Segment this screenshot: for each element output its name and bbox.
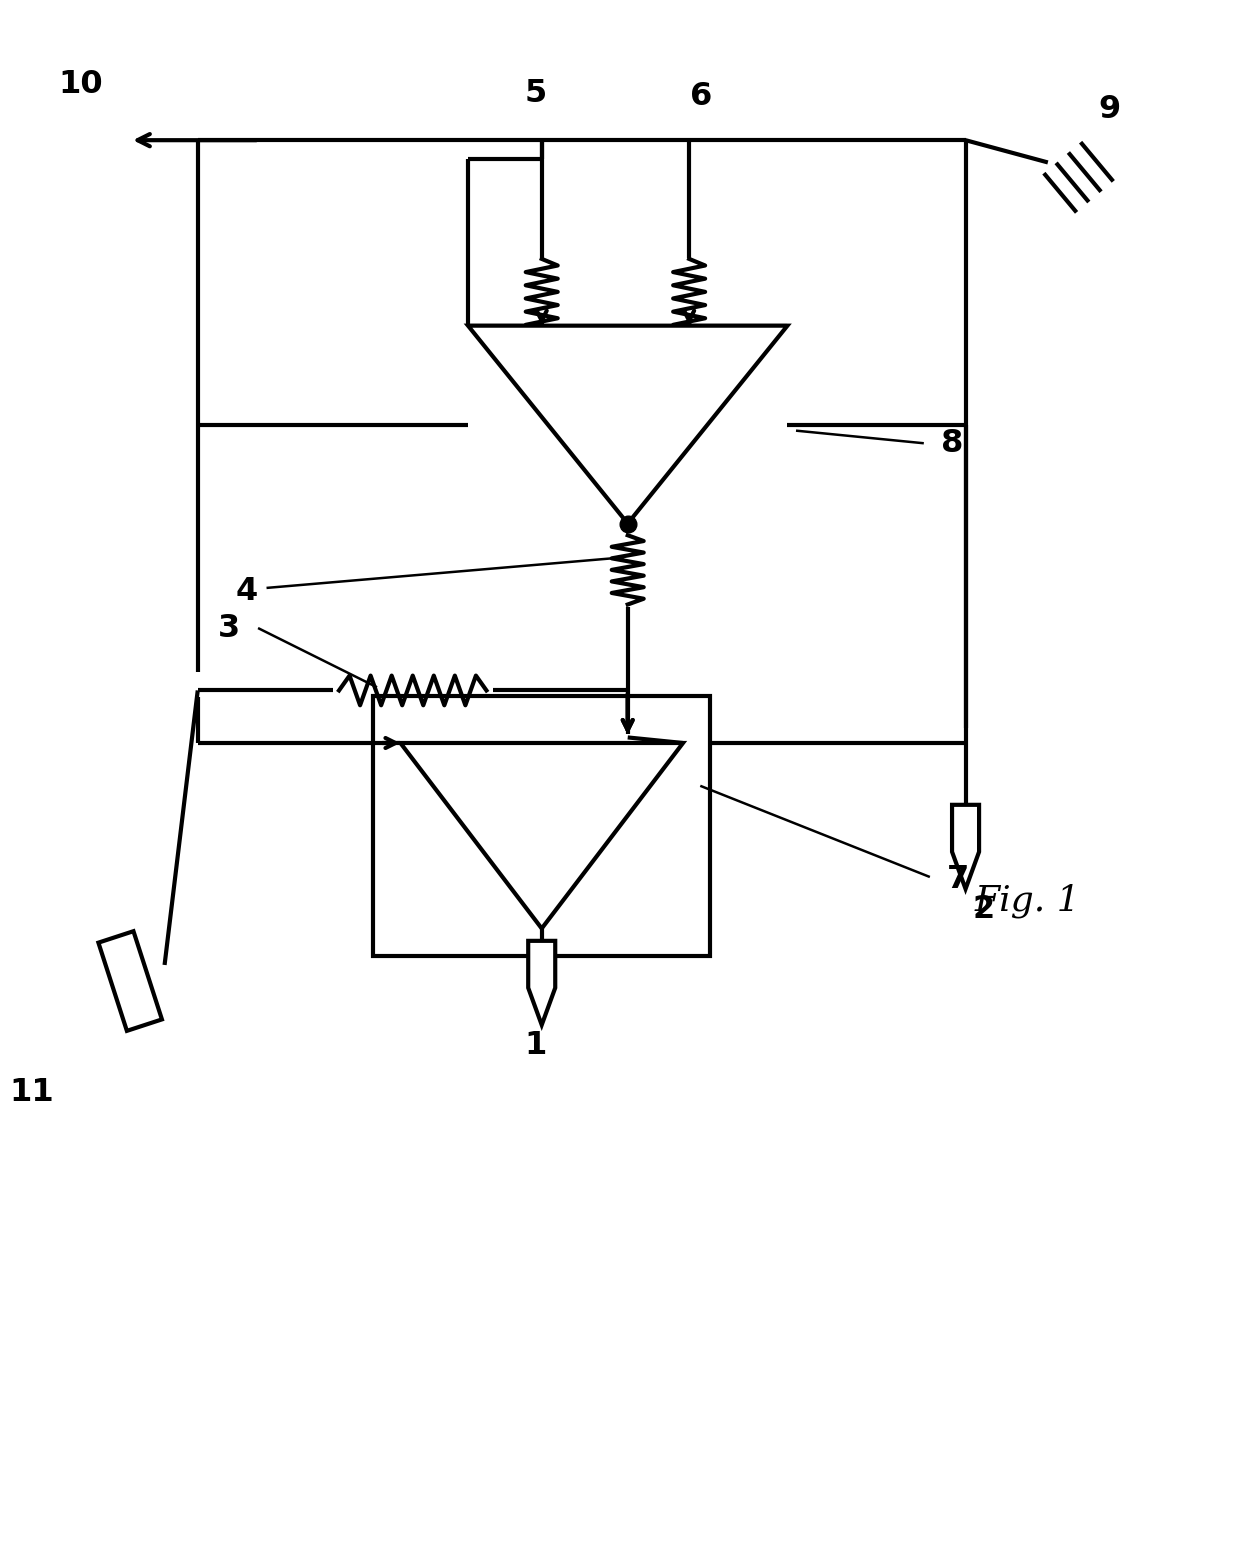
Text: 11: 11 (10, 1077, 55, 1108)
Polygon shape (528, 940, 556, 1026)
Text: 10: 10 (58, 68, 103, 99)
Text: Fig. 1: Fig. 1 (975, 883, 1080, 918)
Text: 4: 4 (236, 577, 258, 608)
Text: 6: 6 (691, 81, 713, 112)
Text: 1: 1 (525, 1030, 547, 1061)
Text: 3: 3 (217, 614, 239, 643)
Polygon shape (98, 931, 162, 1030)
Polygon shape (952, 805, 980, 889)
Polygon shape (401, 743, 683, 928)
Polygon shape (467, 326, 787, 524)
Text: 8: 8 (941, 427, 963, 458)
Text: 2: 2 (973, 895, 996, 926)
Text: 9: 9 (1099, 93, 1121, 124)
Text: 5: 5 (525, 78, 547, 109)
Text: 7: 7 (947, 864, 970, 895)
